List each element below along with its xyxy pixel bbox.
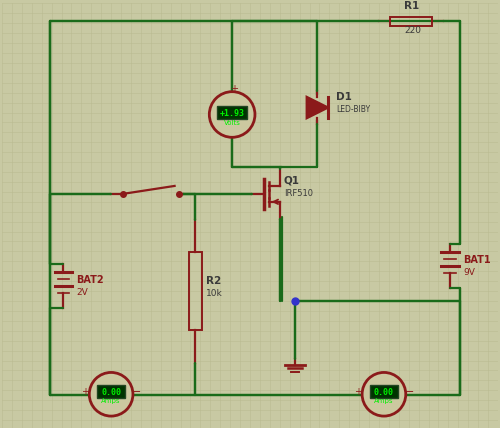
- Bar: [218, 106, 247, 119]
- Text: 10k: 10k: [206, 289, 223, 298]
- Circle shape: [362, 372, 406, 416]
- Text: IRF510: IRF510: [284, 189, 312, 198]
- Text: D1: D1: [336, 92, 352, 101]
- Circle shape: [210, 92, 255, 137]
- Bar: [370, 385, 398, 398]
- Text: BAT1: BAT1: [464, 256, 491, 265]
- Text: 2V: 2V: [76, 288, 88, 297]
- Text: 0.00: 0.00: [101, 388, 121, 397]
- Text: Amps: Amps: [374, 398, 394, 404]
- Text: R2: R2: [206, 276, 222, 286]
- Text: 0.00: 0.00: [374, 388, 394, 397]
- Text: BAT2: BAT2: [76, 275, 104, 285]
- Text: +: +: [354, 387, 362, 397]
- Text: LED-BIBY: LED-BIBY: [336, 104, 370, 113]
- Text: Q1: Q1: [284, 176, 300, 186]
- Text: Amps: Amps: [102, 398, 121, 404]
- Text: +: +: [230, 84, 238, 94]
- Bar: [390, 17, 432, 26]
- Text: 9V: 9V: [464, 268, 475, 277]
- Polygon shape: [306, 97, 328, 119]
- Bar: [189, 252, 202, 330]
- Text: Volts: Volts: [224, 120, 240, 126]
- Text: −: −: [132, 387, 141, 397]
- Text: +: +: [82, 387, 90, 397]
- Circle shape: [90, 372, 133, 416]
- Text: 220: 220: [404, 26, 421, 35]
- Text: +1.93: +1.93: [220, 109, 244, 118]
- Text: R1: R1: [404, 1, 419, 11]
- Bar: [97, 385, 125, 398]
- Text: −: −: [405, 387, 414, 397]
